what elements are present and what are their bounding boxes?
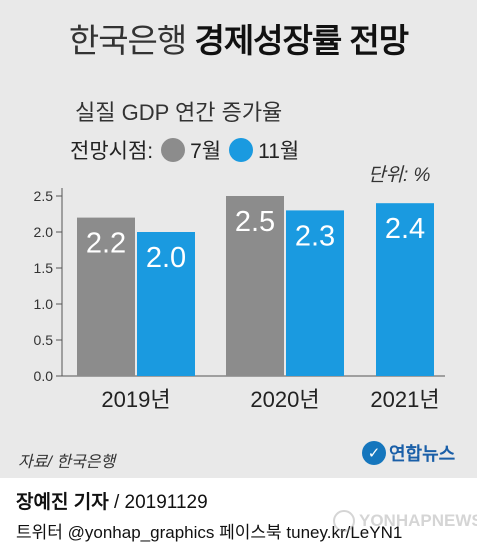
bar-nov (137, 232, 195, 376)
page-title: 한국은행 경제성장률 전망 (0, 14, 477, 62)
reporter-credit: 장예진 기자 / 20191129 (16, 487, 208, 514)
social-links: 트위터 @yonhap_graphics 페이스북 tuney.kr/LeYN1 (16, 523, 403, 542)
legend-label: 전망시점: (70, 140, 154, 163)
unit-label: 단위: % (368, 165, 431, 186)
reporter-name: 장예진 기자 (16, 492, 109, 513)
yonhap-logo-text: 연합뉴스 (389, 444, 456, 464)
chart-subtitle: 실질 GDP 연간 증가율 (75, 100, 283, 125)
source-label: 자료/ 한국은행 (18, 454, 116, 471)
legend-item-jul: 7월 (190, 140, 222, 163)
y-tick-label: 1.0 (34, 296, 54, 312)
credit-date: / 20191129 (108, 492, 208, 513)
watermark-text: YONHAPNEWS (359, 511, 477, 530)
bar-value-label: 2.0 (146, 242, 186, 274)
x-category-label: 2019년 (101, 387, 170, 412)
yonhap-logo: ✓ 연합뉴스 (362, 440, 455, 466)
bar-chart: 0.0 0.5 1.0 1.5 2.0 2.5 2.2 2.0 2019년 2.5 2.3 2020년… (34, 188, 445, 412)
bar-nov (376, 203, 434, 376)
watermark-icon (333, 510, 355, 532)
y-tick-label: 0.5 (34, 332, 54, 348)
y-tick-label: 0.0 (34, 368, 54, 384)
bar-value-label: 2.2 (86, 228, 126, 260)
y-tick-label: 1.5 (34, 260, 54, 276)
legend: 전망시점: 7월 11월 (70, 136, 299, 164)
bar-jul (77, 217, 135, 376)
bar-value-label: 2.4 (385, 213, 425, 245)
yonhap-logo-icon: ✓ (362, 441, 386, 465)
legend-item-nov: 11월 (258, 140, 300, 163)
y-tick-label: 2.0 (34, 224, 54, 240)
bar-jul (226, 196, 284, 376)
legend-swatch-jul (161, 138, 186, 162)
bar-value-label: 2.5 (235, 206, 275, 238)
bar-nov (286, 210, 344, 376)
bar-value-label: 2.3 (295, 220, 335, 252)
x-category-label: 2021년 (370, 387, 439, 412)
title-part2: 경제성장률 전망 (194, 22, 409, 59)
title-part1: 한국은행 (68, 22, 187, 59)
y-tick-label: 2.5 (34, 188, 54, 204)
watermark: YONHAPNEWS (333, 510, 477, 532)
x-category-label: 2020년 (250, 387, 319, 412)
legend-swatch-nov (229, 138, 254, 162)
